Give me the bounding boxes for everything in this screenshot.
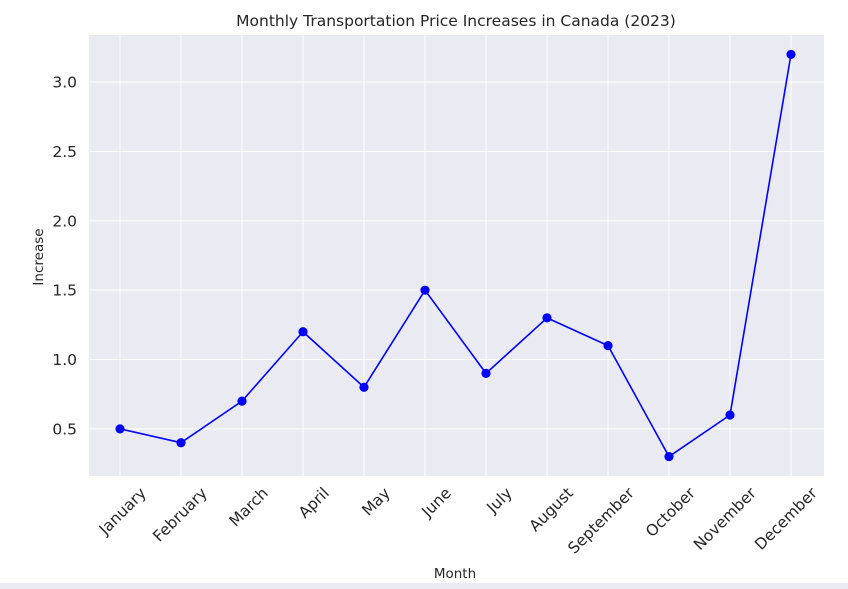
y-tick-label: 2.5 [52, 143, 77, 161]
plot-area [89, 35, 824, 476]
x-tick-label: August [526, 484, 577, 535]
data-point [298, 327, 308, 337]
chart-title: Monthly Transportation Price Increases i… [236, 12, 676, 30]
data-point [115, 424, 125, 434]
data-point [481, 368, 491, 378]
x-tick-label: February [150, 484, 211, 545]
x-tick-label: October [642, 484, 699, 541]
x-tick-labels: January February March April May June July Augu… [95, 484, 821, 558]
y-axis-title: Increase [31, 228, 47, 285]
data-point [176, 438, 186, 448]
y-tick-label: 1.5 [52, 282, 77, 300]
y-tick-label: 1.0 [52, 351, 77, 369]
x-tick-label: November [690, 484, 760, 554]
data-point [420, 285, 430, 295]
y-tick-label: 2.0 [52, 212, 77, 230]
data-point [542, 313, 552, 323]
series-layer [115, 49, 796, 462]
x-tick-label: July [483, 484, 516, 517]
data-point [786, 49, 796, 60]
y-tick-label: 0.5 [52, 420, 77, 438]
bottom-strip [0, 583, 848, 589]
data-point [725, 410, 735, 420]
x-tick-label: March [226, 484, 272, 530]
data-point [359, 382, 369, 392]
data-point [237, 396, 247, 406]
x-axis-title: Month [434, 566, 476, 582]
x-tick-label: June [418, 484, 455, 521]
grid-lines [89, 35, 824, 476]
x-tick-label: April [295, 484, 333, 522]
y-tick-labels: 0.5 1.0 1.5 2.0 2.5 3.0 [52, 74, 77, 439]
x-tick-label: May [358, 484, 393, 519]
x-tick-label: January [95, 484, 150, 539]
x-tick-label: September [565, 484, 639, 558]
data-point [603, 341, 613, 351]
data-point [664, 451, 674, 462]
x-tick-label: December [751, 484, 821, 554]
y-tick-label: 3.0 [52, 74, 77, 92]
series-line [119, 54, 792, 458]
